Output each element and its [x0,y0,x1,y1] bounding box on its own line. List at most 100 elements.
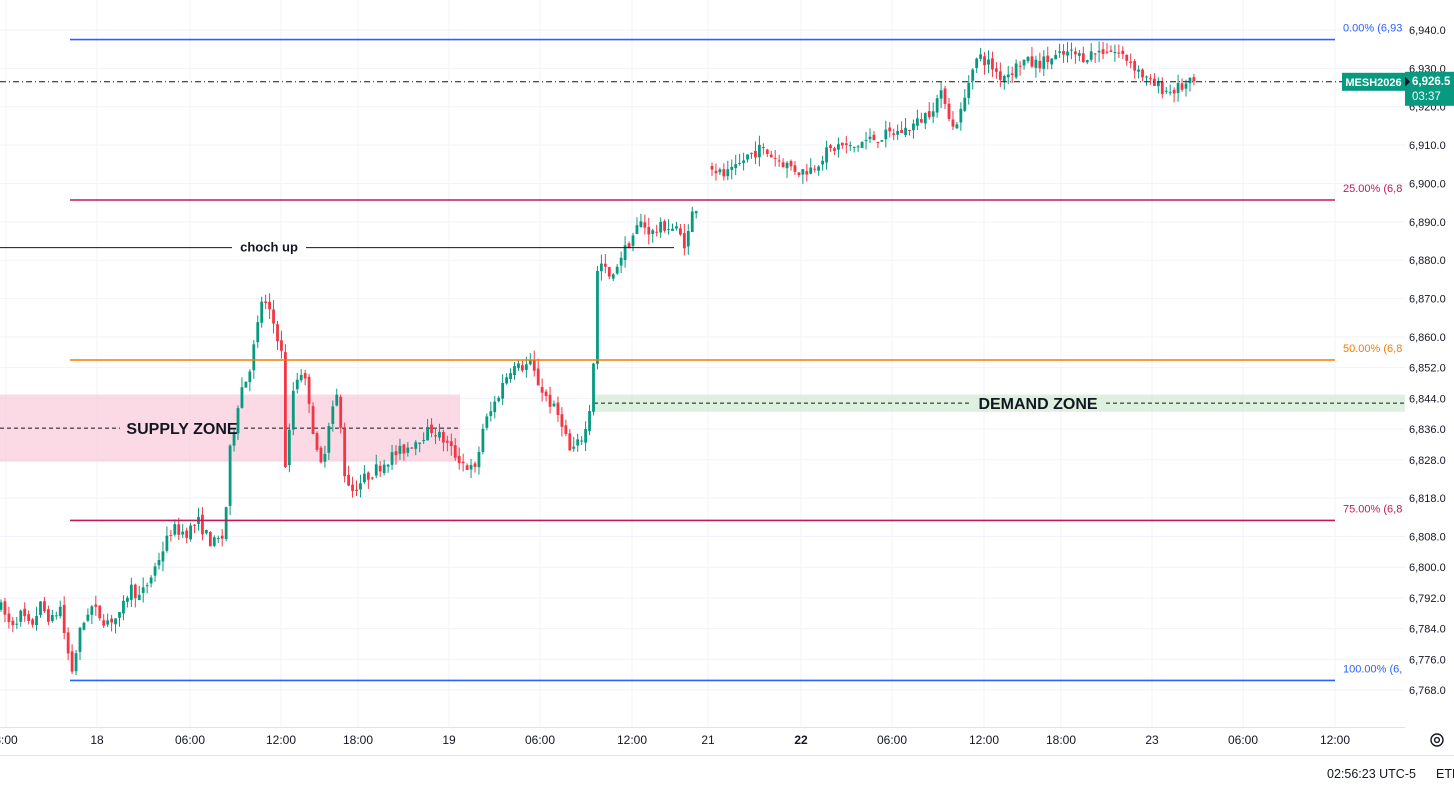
candle [888,121,892,138]
candle-body [592,363,595,412]
candle [7,606,11,629]
candle [663,219,666,233]
candle-body [406,447,410,453]
candle-body [647,227,651,235]
candle-body [1038,60,1042,69]
candle [137,585,141,601]
candle [19,609,23,627]
candle-body [995,68,998,72]
candle [343,422,347,483]
candle-body [110,618,113,623]
candle [722,163,726,181]
candle [607,266,611,280]
price-tick-label: 6,870.0 [1409,294,1446,306]
candle [481,423,485,455]
candle-body [386,464,390,467]
candle [228,444,232,516]
candle [295,372,299,394]
candle-body [315,433,319,450]
candle [98,605,102,621]
candle [714,163,718,181]
candle [438,423,441,441]
candle-body [216,538,220,540]
gear-icon[interactable] [1428,731,1446,749]
candle-body [1137,69,1140,72]
annotations-layer: choch up SUPPLY ZONE DEMAND ZONE MESH2026 [0,72,1405,438]
candle-body [19,610,23,622]
candle-body [169,535,173,537]
candle-body [552,403,556,407]
candle [181,524,185,539]
candle [485,413,489,431]
candle-body [442,432,445,443]
candle [568,428,572,451]
candle [133,583,137,608]
candle [94,595,98,616]
candle-body [955,124,959,129]
candle-body [449,441,453,447]
candle-body [908,130,911,132]
candle [489,401,493,422]
candle-body [0,602,3,610]
candle [1062,44,1065,63]
candle-body [1077,53,1081,56]
candle-body [461,461,465,464]
price-tick-label: 6,784.0 [1409,624,1446,636]
candle-body [122,600,125,614]
candle-body [15,623,19,625]
candle-body [927,111,931,118]
candle [643,214,647,235]
price-axis[interactable]: 6,768.0 6,776.0 6,784.0 6,792.0 6,800.0 6,808… [1405,0,1454,727]
candle [1192,73,1196,86]
candle-body [355,489,358,492]
candle-body [129,584,133,600]
candle [943,85,947,109]
clock[interactable]: 02:56:23 UTC-5 [1327,767,1416,781]
candle [979,47,982,62]
candle [856,144,860,152]
candle [58,600,62,619]
candle [833,146,836,155]
chart-area[interactable]: 0.00% (6,93 25.00% (6,8 50.00% (6,8 75.00% … [0,0,1405,727]
candle [991,51,994,77]
candle-body [777,160,781,162]
candle-body [35,616,38,626]
price-tick-label: 6,776.0 [1409,654,1446,666]
candle-body [931,111,935,117]
candle-body [750,152,753,154]
candle [825,140,828,170]
candle [785,161,789,178]
candle [264,294,268,310]
candle [682,223,686,256]
candle-body [23,608,27,617]
time-axis[interactable]: 3:00 18 06:00 12:00 18:00 19 06:00 12:00 21 22 06:… [0,727,1405,755]
candle [1133,58,1137,79]
candle-body [236,408,240,434]
candle-body [331,406,335,424]
candle-body [280,340,283,351]
candle [817,165,821,176]
candle [1109,45,1113,53]
session-label[interactable]: ETH [1436,767,1454,781]
candle-body [765,149,769,155]
candle-body [785,162,789,169]
candle [287,423,291,473]
time-tick-label: 12:00 [969,733,999,747]
fib-retracement[interactable]: 0.00% (6,93 25.00% (6,8 50.00% (6,8 75.00% … [70,23,1402,682]
candle-body [481,428,485,452]
candle-body [615,266,619,274]
candle-body [896,130,900,135]
candle-body [607,267,611,277]
candle [1141,68,1144,82]
candle-body [544,391,548,397]
candle [651,228,655,243]
time-tick-label: 06:00 [525,733,555,747]
candle-body [829,145,832,148]
candle [406,442,410,457]
candle-body [343,428,347,477]
time-tick-label: 06:00 [1228,733,1258,747]
candle-body [374,464,378,476]
candle [469,458,473,479]
candle-body [856,146,860,148]
candle [1160,77,1164,99]
